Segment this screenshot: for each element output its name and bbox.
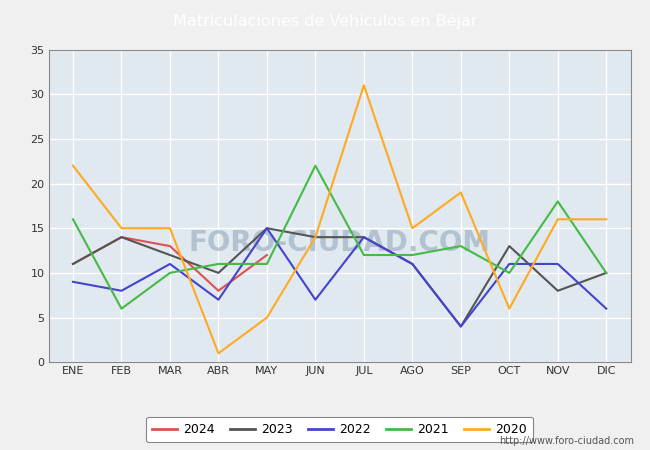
Text: Matriculaciones de Vehiculos en Béjar: Matriculaciones de Vehiculos en Béjar: [173, 14, 477, 29]
Text: FORO-CIUDAD.COM: FORO-CIUDAD.COM: [188, 230, 491, 257]
Legend: 2024, 2023, 2022, 2021, 2020: 2024, 2023, 2022, 2021, 2020: [146, 417, 533, 442]
Text: http://www.foro-ciudad.com: http://www.foro-ciudad.com: [499, 436, 634, 446]
